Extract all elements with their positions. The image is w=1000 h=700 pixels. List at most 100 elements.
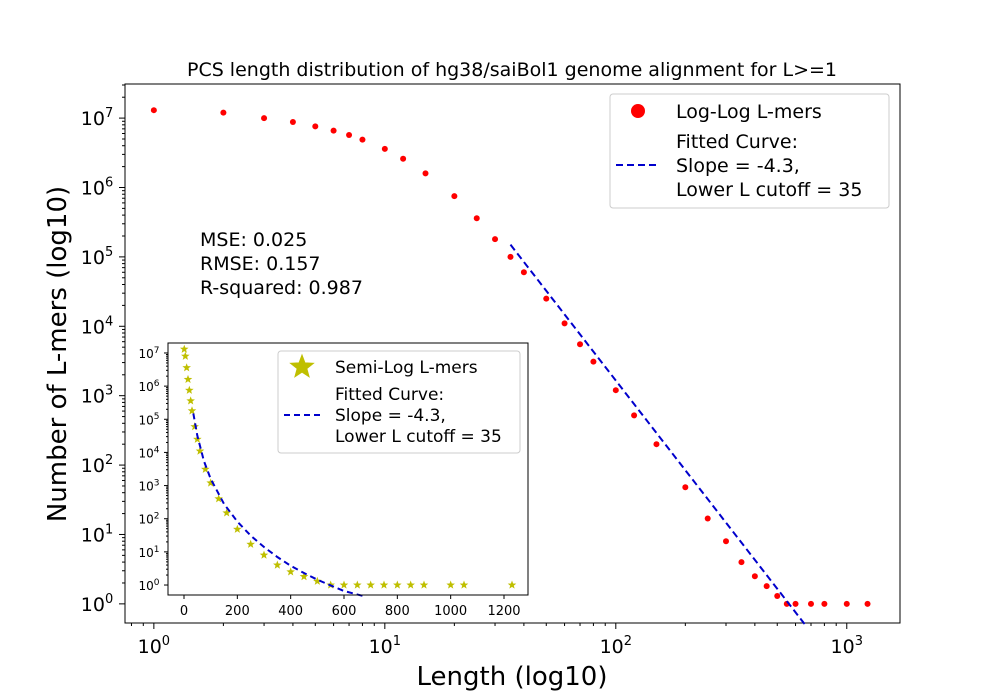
main-ticks: 100 101 102 103 100 101 102 103 104 105 106 107: [81, 84, 863, 658]
inset-data-point: [379, 580, 389, 589]
y-tick-label: 102: [81, 453, 113, 477]
main-data-point: [561, 320, 568, 327]
inset-y-tick-label: 104: [138, 445, 159, 460]
x-tick-label: 101: [369, 634, 401, 658]
inset-x-tick-label: 400: [278, 604, 303, 619]
inset-data-point: [339, 580, 349, 589]
inset-data-point: [273, 560, 282, 569]
main-data-point: [763, 583, 770, 590]
main-plot: PCS length distribution of hg38/saiBol1 …: [43, 59, 901, 692]
inset-data-point: [299, 572, 309, 581]
inset-x-tick-label: 1000: [434, 604, 467, 619]
main-data-point: [422, 170, 429, 177]
inset-data-point: [195, 446, 205, 455]
main-legend-label-points: Log-Log L-mers: [676, 101, 822, 123]
inset-data-point: [406, 580, 415, 589]
inset-legend-frame: [277, 350, 521, 454]
inset-data-point: [185, 385, 194, 394]
x-axis-label: Length (log10): [417, 662, 608, 692]
inset-data-point: [459, 580, 469, 589]
main-data-point: [543, 295, 550, 302]
y-tick-label: 100: [81, 592, 113, 616]
inset-data-point: [507, 580, 517, 589]
main-data-point: [381, 145, 388, 152]
inset-legend: Semi-Log L-mers Fitted Curve: Slope = -4.…: [277, 350, 521, 454]
main-data-point: [864, 600, 871, 607]
main-data-point: [330, 127, 337, 134]
y-tick-label: 107: [81, 106, 113, 130]
main-data-point: [631, 412, 638, 419]
main-data-point: [492, 236, 499, 243]
inset-data-point: [179, 344, 189, 353]
main-data-point: [738, 559, 745, 566]
x-tick-label: 102: [600, 634, 632, 658]
inset-data-point: [201, 464, 210, 473]
main-data-point: [507, 253, 514, 260]
inset-legend-label-points: Semi-Log L-mers: [335, 358, 478, 378]
inset-fit-line: [192, 413, 363, 597]
main-data-point: [359, 136, 366, 143]
main-legend-label-fit: Fitted Curve: Slope = -4.3, Lower L cutoff…: [676, 131, 862, 201]
inset-plot: 0 200 400 600 800 1000 1200 100 101 102 103 104 105 1…: [138, 342, 529, 619]
main-data-point: [261, 115, 268, 122]
main-data-point: [751, 573, 758, 580]
inset-data-point: [186, 396, 195, 405]
stat-r-squared: R-squared: 0.987: [200, 277, 363, 299]
inset-x-tick-label: 0: [180, 604, 188, 619]
inset-data-point: [286, 567, 295, 576]
main-legend-frame: [609, 93, 890, 209]
main-data-point: [682, 484, 689, 491]
y-tick-label: 103: [81, 384, 113, 408]
fit-statistics: MSE: 0.025 RMSE: 0.157 R-squared: 0.987: [200, 229, 363, 299]
y-tick-label: 106: [81, 176, 113, 200]
x-tick-label: 100: [138, 634, 170, 658]
main-data-point: [590, 358, 597, 365]
inset-data-point: [366, 580, 375, 589]
main-data-point: [774, 592, 781, 599]
inset-y-tick-label: 106: [138, 379, 159, 394]
main-data-point: [451, 193, 458, 200]
main-data-point: [807, 600, 814, 607]
inset-x-tick-label: 600: [332, 604, 357, 619]
main-data-point: [150, 107, 157, 114]
inset-data-point: [183, 374, 193, 383]
main-data-layer: [150, 107, 871, 628]
main-data-point: [843, 600, 850, 607]
inset-data-point: [246, 539, 255, 548]
main-legend-marker-points: [631, 104, 645, 118]
main-data-point: [723, 538, 729, 545]
main-data-point: [612, 387, 619, 394]
main-legend: Log-Log L-mers Fitted Curve: Slope = -4.3…: [609, 93, 890, 209]
main-data-point: [653, 441, 660, 448]
inset-data-point: [206, 478, 215, 487]
inset-legend-marker-points: [289, 353, 315, 378]
inset-y-tick-label: 105: [138, 412, 159, 427]
y-tick-label: 104: [81, 314, 113, 338]
inset-data-layer: [179, 344, 517, 597]
main-data-point: [400, 155, 407, 162]
y-tick-label: 105: [81, 245, 113, 269]
stat-rmse: RMSE: 0.157: [200, 253, 321, 275]
main-data-point: [312, 123, 319, 130]
inset-data-point: [446, 580, 455, 589]
inset-data-point: [222, 508, 231, 517]
inset-y-tick-label: 101: [138, 545, 159, 560]
main-data-point: [792, 600, 799, 607]
main-data-point: [473, 215, 480, 222]
main-data-point: [704, 515, 711, 522]
inset-data-point: [419, 580, 429, 589]
inset-data-point: [181, 351, 190, 360]
main-data-point: [220, 109, 227, 116]
main-data-point: [821, 600, 828, 607]
main-data-point: [289, 118, 296, 125]
inset-data-point: [214, 494, 223, 503]
inset-plot-frame: [167, 342, 529, 596]
inset-data-point: [259, 550, 269, 559]
inset-y-tick-label: 107: [138, 346, 159, 361]
stat-mse: MSE: 0.025: [200, 229, 307, 251]
main-data-point: [520, 269, 527, 276]
inset-x-tick-label: 1200: [487, 604, 520, 619]
inset-x-tick-label: 800: [385, 604, 410, 619]
